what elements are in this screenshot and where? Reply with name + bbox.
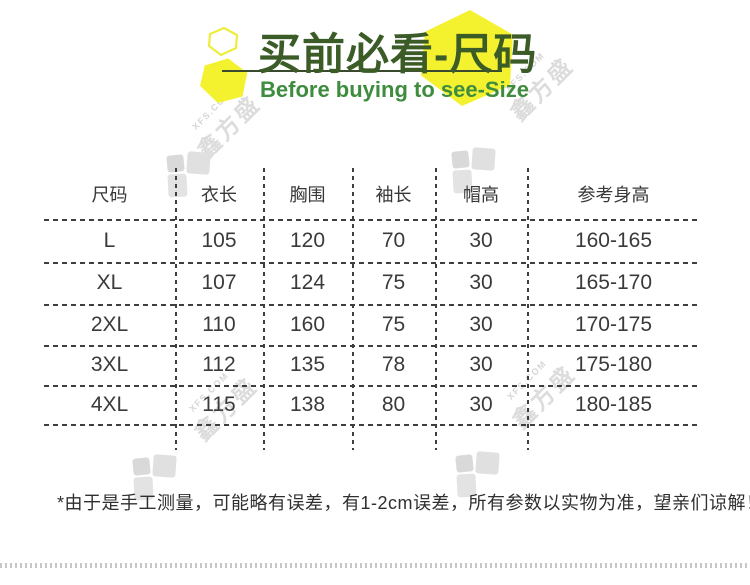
table-cell: 3XL: [90, 353, 129, 376]
table-cell: 170-175: [574, 312, 653, 336]
hexagon-outline-icon: [207, 27, 239, 56]
hexagon-decoration: [196, 54, 251, 107]
column-header-height: 参考身高: [577, 184, 650, 205]
table-cell: 75: [381, 271, 406, 294]
title-underline: [222, 70, 502, 72]
table-cell: 115: [202, 392, 236, 416]
table-cell: XL: [96, 271, 123, 294]
table-cell: 124: [289, 271, 326, 294]
table-cell: 138: [289, 392, 326, 416]
table-cell: 135: [289, 353, 326, 376]
table-cell: 2XL: [90, 312, 129, 336]
table-cell: 78: [381, 353, 406, 376]
column-header-chest: 胸围: [289, 184, 326, 205]
table-cell: 80: [381, 392, 406, 416]
table-cell: 165-170: [574, 271, 653, 294]
table-cell: 107: [201, 271, 237, 294]
table-cell: 30: [469, 271, 493, 294]
table-cell: 70: [381, 228, 406, 252]
measurement-note: *由于是手工测量，可能略有误差，有1-2cm误差，所有参数以实物为准，望亲们谅解…: [57, 493, 750, 513]
table-cell: 105: [201, 228, 237, 252]
table-cell: 75: [381, 312, 406, 336]
table-cell: 30: [469, 228, 493, 252]
page-title: 买前必看-尺码: [258, 31, 538, 79]
column-header-length: 衣长: [201, 184, 237, 205]
table-cell: 30: [469, 312, 493, 336]
page-subtitle: Before buying to see-Size: [260, 77, 529, 102]
size-table: 尺码 衣长 胸围 袖长 帽高 参考身高 L 105 120 70 30 160-…: [44, 168, 700, 450]
table-cell: 30: [469, 392, 493, 416]
table-cell: 30: [469, 353, 493, 376]
column-header-sleeve: 袖长: [375, 184, 412, 205]
table-cell: 110: [202, 312, 236, 336]
column-header-hood: 帽高: [463, 184, 499, 205]
table-cell: 160: [289, 312, 326, 336]
table-cell: 4XL: [90, 392, 129, 416]
perforation-divider: [0, 563, 750, 568]
table-cell: 180-185: [574, 392, 653, 416]
table-cell: 120: [289, 228, 326, 252]
table-cell: 112: [202, 353, 236, 376]
column-header-size: 尺码: [91, 184, 128, 205]
table-cell: 175-180: [574, 353, 653, 376]
table-cell: L: [103, 228, 116, 252]
table-cell: 160-165: [574, 228, 653, 252]
